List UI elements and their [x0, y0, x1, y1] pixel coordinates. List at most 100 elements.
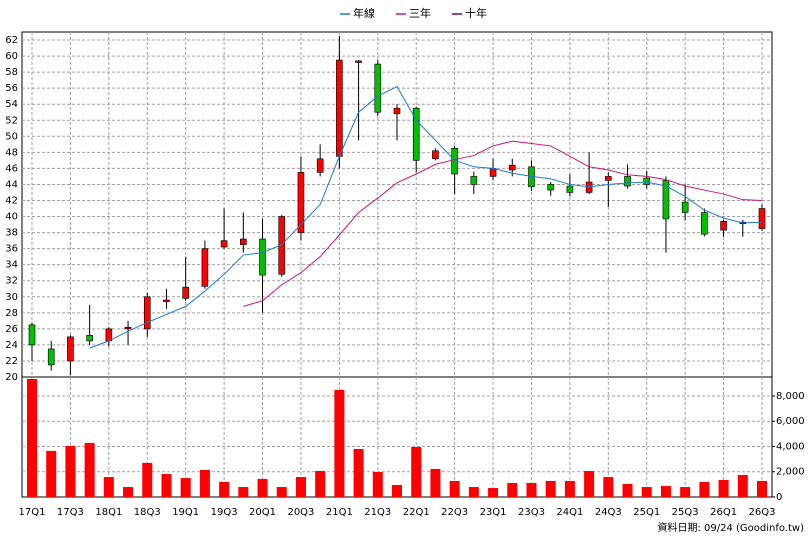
candle-body [681, 201, 689, 213]
candle-body [374, 63, 382, 113]
candle-body [124, 326, 132, 330]
volume-bar [737, 475, 748, 497]
y-tick-label: 56 [5, 83, 18, 94]
y-tick-label: 62 [5, 35, 18, 46]
x-tick-label: 21Q3 [364, 507, 391, 518]
candle-body [143, 296, 151, 330]
candle-body [336, 59, 343, 157]
y-tick-label: 52 [5, 115, 18, 126]
volume-bar [238, 487, 249, 497]
x-tick-label: 17Q3 [57, 507, 84, 518]
volume-bar [27, 378, 37, 497]
candle-body [662, 180, 670, 220]
volume-bar [161, 474, 172, 497]
volume-bar [757, 480, 767, 497]
x-tick-label: 19Q3 [211, 507, 238, 518]
candle-body [201, 248, 209, 287]
candle-body [259, 238, 266, 276]
y2-tick-label: 2,000 [776, 467, 805, 478]
candle-body [701, 212, 708, 235]
candle-body [220, 240, 228, 248]
y-tick-label: 42 [5, 195, 18, 206]
y-tick-label: 48 [5, 147, 18, 158]
y-tick-label: 28 [5, 308, 18, 319]
y-tick-label: 36 [5, 244, 18, 255]
x-tick-label: 17Q1 [19, 507, 46, 518]
legend-label: 十年 [465, 6, 487, 20]
x-tick-label: 18Q1 [95, 507, 122, 518]
y-tick-label: 30 [5, 292, 18, 303]
y-tick-label: 32 [5, 276, 18, 287]
y2-tick-label: 4,000 [776, 441, 805, 452]
y-tick-label: 24 [5, 340, 18, 351]
x-tick-label: 20Q1 [249, 507, 276, 518]
x-tick-label: 25Q3 [672, 507, 699, 518]
candle-body [412, 107, 420, 161]
y-tick-label: 46 [5, 163, 18, 174]
y-tick-label: 44 [5, 179, 18, 190]
y-tick-label: 26 [5, 324, 18, 335]
volume-bar [295, 477, 306, 497]
volume-bar [180, 478, 191, 497]
volume-bar [276, 487, 287, 497]
x-tick-label: 18Q3 [134, 507, 161, 518]
volume-bar [488, 488, 499, 497]
candle-body [105, 328, 113, 342]
volume-bar [315, 470, 326, 497]
volume-bar [392, 485, 402, 497]
volume-bar [545, 480, 556, 497]
candle-body [355, 60, 362, 63]
candle-body [297, 172, 305, 233]
x-tick-label: 20Q3 [287, 507, 314, 518]
candle-body [86, 334, 93, 342]
legend-label: 三年 [409, 6, 431, 20]
volume-bar [564, 480, 575, 497]
x-tick-label: 26Q1 [710, 507, 737, 518]
y-tick-label: 40 [5, 212, 18, 223]
candle-body [489, 168, 497, 177]
volume-bar [46, 450, 57, 497]
candle-body [547, 184, 554, 191]
y-tick-label: 20 [5, 372, 18, 383]
ma-line [89, 85, 763, 349]
x-tick-label: 21Q1 [326, 507, 353, 518]
volume-bar [641, 487, 652, 497]
x-tick-label: 25Q1 [633, 507, 660, 518]
ma-line [243, 140, 763, 307]
volume-bar [334, 389, 345, 497]
x-tick-label: 22Q1 [403, 507, 430, 518]
volume-bar [123, 487, 134, 497]
candle-body [605, 176, 612, 181]
candle-body [182, 286, 189, 299]
y-tick-label: 60 [5, 51, 18, 62]
y2-tick-label: 0 [776, 492, 782, 503]
candle-body [67, 336, 74, 362]
x-tick-label: 23Q1 [480, 507, 507, 518]
candle-body [470, 176, 478, 185]
candle-body [643, 177, 651, 185]
volume-bar [603, 477, 614, 497]
volume-bar [142, 462, 153, 497]
x-tick-label: 24Q3 [595, 507, 622, 518]
candle-body [240, 238, 247, 245]
volume-bar [430, 468, 441, 497]
y2-tick-label: 8,000 [776, 391, 805, 402]
volume-bar [507, 482, 518, 497]
candle-body [720, 221, 727, 231]
volume-bar [257, 478, 268, 497]
volume-bar [680, 487, 691, 497]
candle-body [28, 324, 36, 346]
candle-body [47, 348, 55, 366]
volume-bar [449, 480, 460, 497]
y-tick-label: 22 [5, 356, 18, 367]
volume-bar [622, 483, 633, 497]
x-tick-label: 19Q1 [172, 507, 199, 518]
volume-bar [219, 481, 230, 497]
y-tick-label: 58 [5, 67, 18, 78]
candle-body [432, 150, 439, 160]
volume-bar [468, 487, 479, 497]
candle-body [508, 164, 516, 171]
x-tick-label: 23Q3 [518, 507, 545, 518]
candle-body [624, 176, 631, 187]
